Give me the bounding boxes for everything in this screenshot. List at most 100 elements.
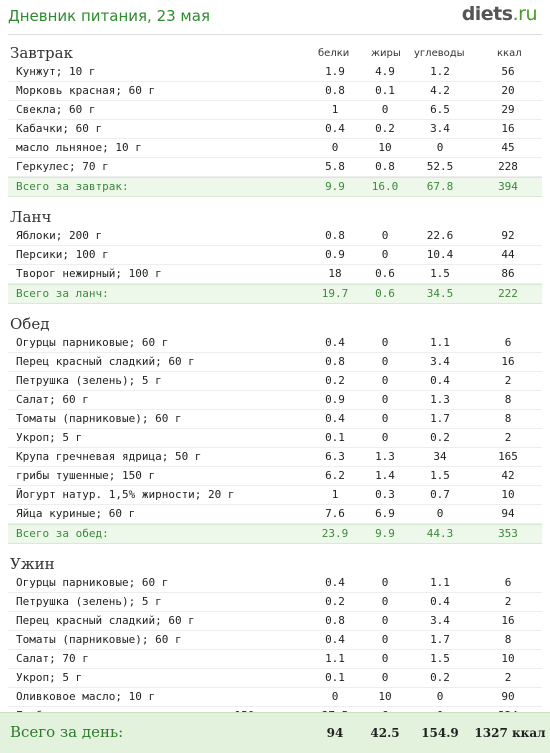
- food-name: Морковь красная; 60 г: [16, 84, 156, 97]
- meal-total-value: 0.6: [375, 287, 395, 300]
- food-value: 5.8: [325, 160, 345, 173]
- food-name: Петрушка (зелень); 5 г: [16, 595, 162, 608]
- food-name: Оливковое масло; 10 г: [16, 690, 156, 703]
- food-name: Геркулес; 70 г: [16, 160, 109, 173]
- day-total: Всего за день: 94 42.5 154.9 1327 ккал: [0, 712, 550, 753]
- food-value: 94: [501, 507, 515, 520]
- food-value: 1.5: [430, 469, 450, 482]
- meal-title: Ланч: [10, 208, 52, 226]
- food-value: 6.2: [325, 469, 345, 482]
- food-value: 16: [501, 355, 515, 368]
- diets-logo[interactable]: diets.ru: [462, 3, 538, 25]
- food-value: 0.6: [375, 267, 395, 280]
- food-value: 0: [381, 103, 389, 116]
- food-value: 7.6: [325, 507, 345, 520]
- day-total-label: Всего за день:: [10, 723, 124, 741]
- food-name: Свекла; 60 г: [16, 103, 96, 116]
- food-value: 1.3: [375, 450, 395, 463]
- food-row: Петрушка (зелень); 5 г 0.2 0 0.4 2: [8, 593, 542, 612]
- food-name: грибы тушенные; 150 г: [16, 469, 156, 482]
- food-value: 10: [378, 141, 392, 154]
- food-value: 0: [381, 614, 389, 627]
- food-value: 4.2: [430, 84, 450, 97]
- food-value: 1.5: [430, 267, 450, 280]
- food-value: 0: [381, 336, 389, 349]
- food-value: 0.1: [375, 84, 395, 97]
- food-value: 90: [501, 690, 515, 703]
- food-row: Оливковое масло; 10 г 0 10 0 90: [8, 688, 542, 707]
- food-value: 0.1: [325, 671, 345, 684]
- page-title: Дневник питания, 23 мая: [8, 7, 210, 25]
- food-value: 0.8: [325, 229, 345, 242]
- food-value: 165: [498, 450, 518, 463]
- food-value: 0: [436, 141, 444, 154]
- food-name: Яблоки; 200 г: [16, 229, 103, 242]
- food-name: Салат; 60 г: [16, 393, 89, 406]
- col-carbs: углеводы: [414, 48, 465, 59]
- meal-total-value: 23.9: [321, 527, 349, 540]
- food-value: 0: [381, 595, 389, 608]
- food-value: 2: [504, 671, 512, 684]
- food-name: Томаты (парниковые); 60 г: [16, 633, 182, 646]
- meal-total-value: 394: [498, 180, 518, 193]
- food-name: Томаты (парниковые); 60 г: [16, 412, 182, 425]
- food-row: Салат; 60 г 0.9 0 1.3 8: [8, 391, 542, 410]
- food-value: 0.1: [325, 431, 345, 444]
- day-total-kcal: 1327 ккал: [474, 726, 546, 740]
- food-value: 1.2: [430, 65, 450, 78]
- meal-total-label: Всего за завтрак:: [16, 180, 129, 193]
- food-value: 0.2: [430, 431, 450, 444]
- food-value: 0.2: [375, 122, 395, 135]
- food-row: Творог нежирный; 100 г 18 0.6 1.5 86: [8, 265, 542, 284]
- food-value: 0.4: [430, 374, 450, 387]
- food-value: 0: [331, 141, 339, 154]
- food-value: 0.2: [325, 374, 345, 387]
- food-value: 0.4: [325, 122, 345, 135]
- food-row: Кунжут; 10 г 1.9 4.9 1.2 56: [8, 63, 542, 82]
- day-total-protein: 94: [326, 726, 344, 740]
- logo-tld: .ru: [512, 3, 538, 25]
- meal-title: Завтрак: [10, 44, 73, 62]
- food-value: 0: [381, 393, 389, 406]
- food-value: 45: [501, 141, 515, 154]
- food-value: 0.8: [325, 84, 345, 97]
- food-value: 16: [501, 614, 515, 627]
- food-value: 20: [501, 84, 515, 97]
- food-value: 0.4: [325, 412, 345, 425]
- food-value: 0: [436, 507, 444, 520]
- food-name: Перец красный сладкий; 60 г: [16, 355, 195, 368]
- food-value: 0: [381, 652, 389, 665]
- meal-total-value: 353: [498, 527, 518, 540]
- food-value: 228: [498, 160, 518, 173]
- food-value: 1: [331, 488, 339, 501]
- food-value: 1.1: [430, 576, 450, 589]
- meal-section: Обед Огурцы парниковые; 60 г 0.4 0 1.1 6 Перец…: [8, 304, 542, 544]
- food-value: 10: [501, 488, 515, 501]
- meal-total-value: 9.9: [375, 527, 395, 540]
- food-name: Петрушка (зелень); 5 г: [16, 374, 162, 387]
- food-value: 0.4: [325, 576, 345, 589]
- food-value: 10: [378, 690, 392, 703]
- meal-total-row: Всего за ланч: 19.7 0.6 34.5 222: [8, 284, 542, 304]
- food-value: 86: [501, 267, 515, 280]
- meal-total-value: 67.8: [426, 180, 454, 193]
- food-row: Томаты (парниковые); 60 г 0.4 0 1.7 8: [8, 410, 542, 429]
- food-value: 0: [381, 633, 389, 646]
- food-value: 0: [436, 690, 444, 703]
- meal-total-value: 222: [498, 287, 518, 300]
- meal-total-value: 34.5: [426, 287, 454, 300]
- food-value: 8: [504, 412, 512, 425]
- food-value: 0.8: [325, 614, 345, 627]
- col-protein: белки: [318, 48, 350, 59]
- meal-total-row: Всего за обед: 23.9 9.9 44.3 353: [8, 524, 542, 544]
- day-total-carbs: 154.9: [421, 726, 459, 740]
- food-value: 0: [331, 690, 339, 703]
- food-value: 0: [381, 576, 389, 589]
- meal-total-label: Всего за ланч:: [16, 287, 109, 300]
- food-row: Томаты (парниковые); 60 г 0.4 0 1.7 8: [8, 631, 542, 650]
- food-value: 2: [504, 595, 512, 608]
- food-value: 10.4: [426, 248, 454, 261]
- food-value: 34: [433, 450, 447, 463]
- food-name: Перец красный сладкий; 60 г: [16, 614, 195, 627]
- food-row: Персики; 100 г 0.9 0 10.4 44: [8, 246, 542, 265]
